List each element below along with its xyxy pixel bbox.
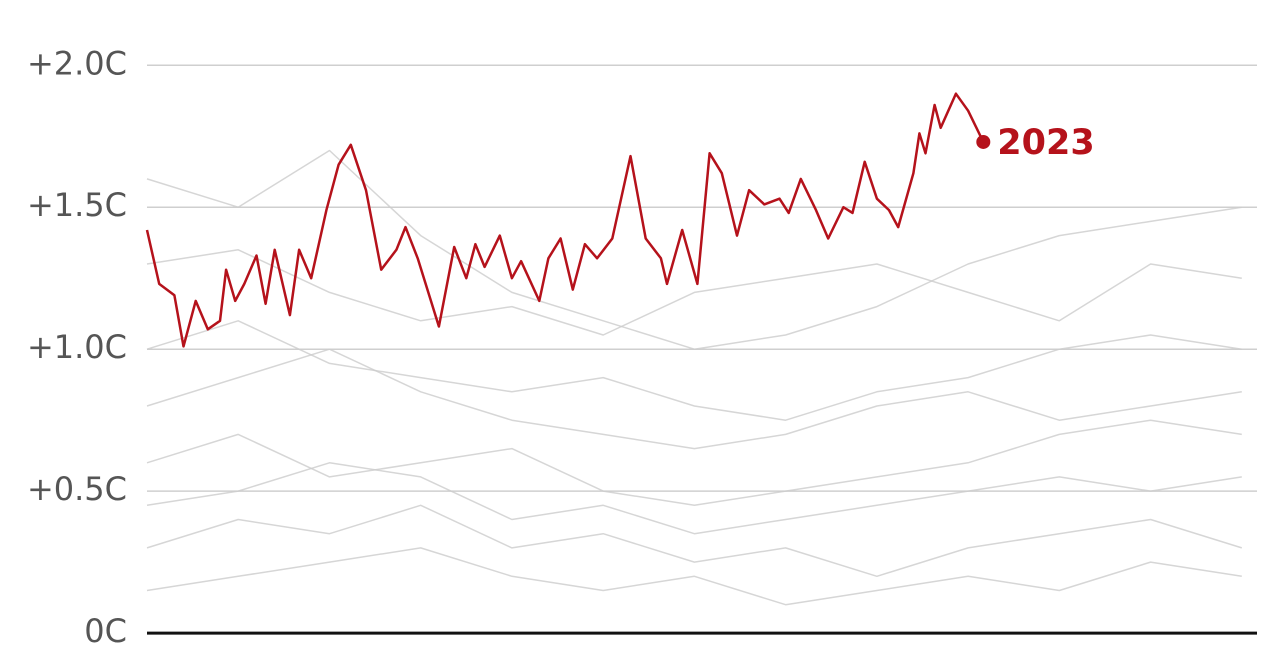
background-line [146,419,1242,507]
y-tick-label: +1.0C [27,328,127,366]
background-line [146,348,1242,450]
y-tick-label: 0C [84,612,127,650]
y-tick-label: +0.5C [27,470,127,508]
y-tick-label: +2.0C [27,44,127,82]
end-dot [976,134,991,149]
background-line [146,249,1242,336]
end-label: 2023 [997,123,1094,163]
background-line [146,149,1242,350]
background-line [146,320,1242,421]
background-line [146,462,1242,535]
highlight-line [145,92,985,348]
background-line [146,547,1242,606]
y-tick-label: +1.5C [27,186,127,224]
background-line [146,504,1243,578]
